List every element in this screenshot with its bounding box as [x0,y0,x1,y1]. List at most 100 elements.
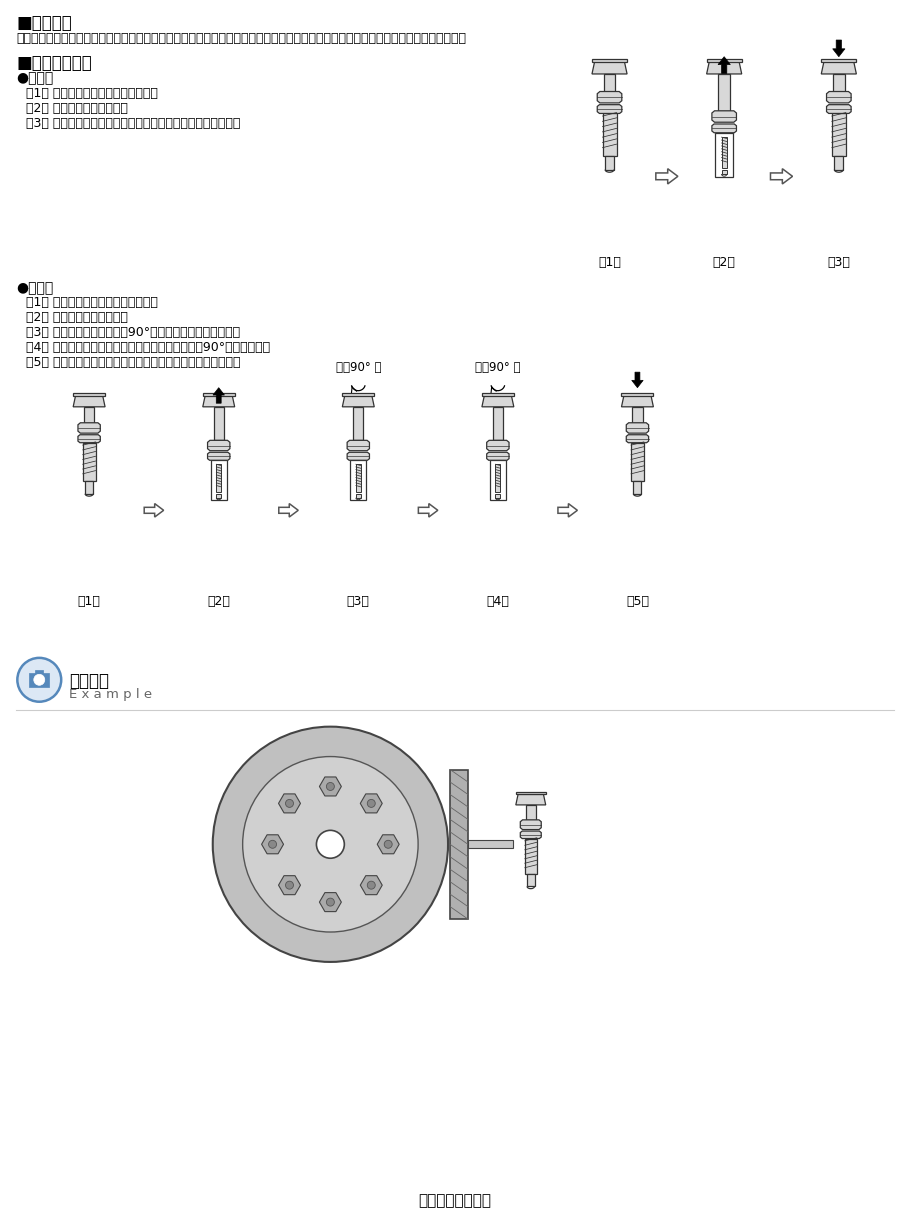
Polygon shape [822,61,856,75]
Bar [604,75,615,92]
Polygon shape [482,396,514,407]
Bar [350,461,366,500]
Polygon shape [207,440,230,451]
Circle shape [17,657,61,701]
Polygon shape [826,105,851,114]
Bar [84,407,95,423]
Circle shape [34,675,45,686]
Text: （4）: （4） [487,595,510,609]
Polygon shape [278,876,300,895]
Bar [214,407,224,440]
Bar [633,481,642,494]
Polygon shape [707,61,742,75]
Polygon shape [521,820,541,830]
Polygon shape [419,503,438,517]
Polygon shape [319,892,341,912]
Polygon shape [342,396,374,407]
Polygon shape [622,396,653,407]
Polygon shape [712,123,736,133]
Polygon shape [203,396,235,407]
Polygon shape [718,56,731,73]
Polygon shape [319,777,341,796]
Bar [719,75,730,111]
Bar [631,442,643,481]
Circle shape [286,799,294,808]
Bar [516,792,546,794]
Text: （3） 释放旋鈕后，销头因内置弹簧力的作用下恢复突出位置。: （3） 释放旋鈕后，销头因内置弹簧力的作用下恢复突出位置。 [26,116,240,130]
Text: （5） 释放旋鈕后，销头因内置弹簧力的作用下恢复突出位置。: （5） 释放旋鈕后，销头因内置弹簧力的作用下恢复突出位置。 [26,356,241,369]
Circle shape [286,881,294,890]
Bar [490,461,506,500]
Text: （1）: （1） [77,595,101,609]
Text: ●复位型: ●复位型 [16,72,54,86]
Text: （4） 在锁定状态下，如需解除锁定，再次旋转旋鈕90°，即可解除。: （4） 在锁定状态下，如需解除锁定，再次旋转旋鈕90°，即可解除。 [26,341,270,354]
Bar [834,75,844,92]
Polygon shape [207,452,230,461]
Bar [217,464,221,492]
Bar [526,805,536,820]
Polygon shape [213,387,225,403]
Text: E x a m p l e: E x a m p l e [69,688,152,700]
Text: 旋鈕柱塞由销体，销头，把手，内置弹簧组成。是一种可手动操作销的进出的定位销。适用于夹具的分度、定位、停止限位等各种场合。: 旋鈕柱塞由销体，销头，把手，内置弹簧组成。是一种可手动操作销的进出的定位销。适用… [16,32,466,45]
Text: （1）: （1） [598,257,621,269]
Bar [29,673,49,687]
Bar [707,59,742,61]
Polygon shape [826,92,851,103]
Bar [211,461,227,500]
Text: （1） 初始状态下销头处于突出位置。: （1） 初始状态下销头处于突出位置。 [26,87,158,100]
Polygon shape [597,105,622,114]
Bar [822,59,856,61]
Circle shape [213,727,448,962]
Bar [622,393,653,396]
Bar [86,481,93,494]
Polygon shape [592,61,627,75]
Circle shape [243,756,418,932]
Polygon shape [78,435,100,442]
Text: （3）: （3） [827,257,850,269]
Polygon shape [656,169,678,185]
Text: （2） 拉出旋鈕时销头缩回。: （2） 拉出旋鈕时销头缩回。 [26,101,128,115]
Circle shape [327,782,334,791]
Circle shape [327,898,334,906]
Polygon shape [632,373,643,387]
Bar [73,393,105,396]
Circle shape [368,799,375,808]
Bar [356,464,360,492]
Polygon shape [558,503,577,517]
Bar [722,137,727,167]
Text: （3） 在拉出状态下旋转旋鈕90°，可锁定销头的缩回状态。: （3） 在拉出状态下旋转旋鈕90°，可锁定销头的缩回状态。 [26,326,240,338]
Bar [356,494,360,497]
Text: （2） 拉出旋鈕时销头缩回。: （2） 拉出旋鈕时销头缩回。 [26,310,128,324]
Bar [217,494,221,497]
Polygon shape [347,440,369,451]
Text: 用于分度盘的分度: 用于分度盘的分度 [419,1193,491,1209]
Bar [353,407,363,440]
Polygon shape [516,794,546,805]
Bar [492,407,503,440]
Bar [83,442,96,481]
Bar [495,494,500,497]
Polygon shape [487,452,509,461]
Circle shape [268,841,277,848]
Bar [468,841,513,848]
Text: 旋转90° 后: 旋转90° 后 [336,360,381,374]
Bar [203,393,235,396]
Polygon shape [833,40,845,56]
Text: ■柱塞操作方法: ■柱塞操作方法 [16,54,92,72]
Polygon shape [378,835,399,854]
Polygon shape [626,435,649,442]
Text: （5）: （5） [626,595,649,609]
Polygon shape [360,794,382,813]
Polygon shape [597,92,622,103]
Polygon shape [487,440,509,451]
Circle shape [384,841,392,848]
Bar [482,393,514,396]
Bar [605,155,614,170]
Polygon shape [626,423,649,433]
Text: （3）: （3） [347,595,369,609]
Bar [35,670,44,673]
Text: （1） 初始状态下销头处于突出位置。: （1） 初始状态下销头处于突出位置。 [26,296,158,309]
Polygon shape [712,111,736,122]
Polygon shape [78,423,100,433]
Polygon shape [278,503,298,517]
